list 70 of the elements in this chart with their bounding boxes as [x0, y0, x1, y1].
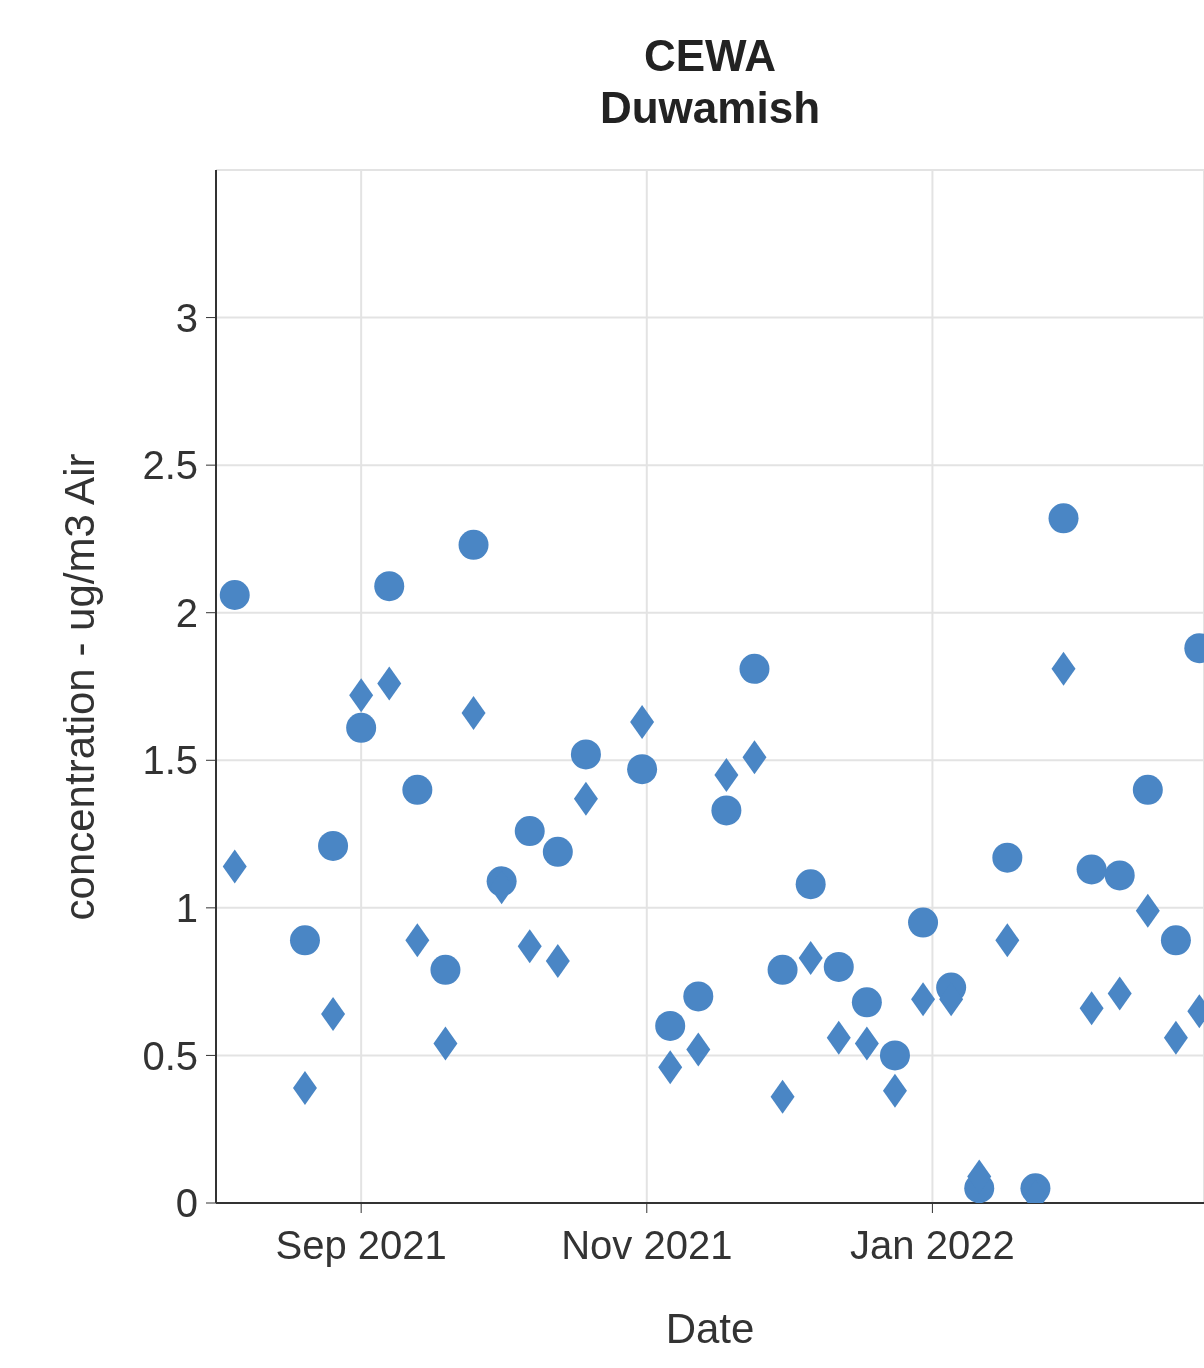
point	[879, 1040, 910, 1071]
point	[289, 925, 320, 956]
point	[346, 712, 377, 743]
point	[627, 754, 658, 785]
point	[683, 981, 714, 1012]
y-tick-label: 0.5	[142, 1033, 198, 1078]
y-tick-label: 2	[175, 590, 198, 635]
point	[461, 696, 486, 731]
point	[798, 941, 823, 976]
point	[542, 836, 573, 867]
point	[318, 830, 349, 861]
point	[1076, 854, 1107, 885]
point	[767, 954, 798, 985]
point	[795, 869, 826, 900]
point	[711, 795, 742, 826]
point	[573, 781, 598, 816]
point	[517, 929, 542, 964]
point	[851, 987, 882, 1018]
point	[1079, 991, 1104, 1026]
point	[374, 571, 405, 602]
point	[854, 1026, 879, 1061]
point	[222, 849, 247, 884]
point	[405, 923, 430, 958]
point	[742, 740, 767, 775]
point	[1107, 976, 1132, 1011]
y-tick-label: 1.5	[142, 738, 198, 783]
point	[219, 580, 250, 611]
y-tick-label: 3	[175, 295, 198, 340]
point	[402, 774, 433, 805]
point	[739, 653, 770, 684]
chart-subtitle: Duwamish	[598, 82, 821, 134]
y-tick-label: 2.5	[142, 443, 198, 488]
x-axis-title: Date	[664, 1305, 756, 1353]
point	[1048, 503, 1079, 534]
y-axis-title: concentration - ug/m3 Air	[56, 453, 104, 920]
chart-title: CEWA	[643, 30, 777, 82]
point	[630, 704, 655, 739]
x-tick-label: Sep 2021	[275, 1223, 447, 1268]
y-tick-label: 0	[175, 1181, 198, 1226]
point	[514, 816, 545, 847]
point	[545, 943, 570, 978]
point	[433, 1026, 458, 1061]
point	[770, 1079, 795, 1114]
x-tick-label: Jan 2022	[850, 1223, 1015, 1268]
point	[908, 907, 939, 938]
point	[292, 1070, 317, 1105]
point	[349, 678, 374, 713]
point	[911, 982, 936, 1017]
point	[1135, 893, 1160, 928]
point	[823, 951, 854, 982]
x-tick-label: Nov 2021	[561, 1223, 733, 1268]
point	[686, 1032, 711, 1067]
y-tick-label: 1	[175, 886, 198, 931]
point	[377, 666, 402, 701]
point	[995, 923, 1020, 958]
point	[1132, 774, 1163, 805]
point	[655, 1010, 686, 1041]
point	[570, 739, 601, 770]
point	[1051, 651, 1076, 686]
point	[1160, 925, 1191, 956]
point	[321, 997, 346, 1032]
point	[458, 529, 489, 560]
point	[1163, 1020, 1188, 1055]
point	[882, 1073, 907, 1108]
point	[430, 954, 461, 985]
point	[1104, 860, 1135, 891]
point	[826, 1020, 851, 1055]
point	[658, 1050, 683, 1085]
point	[992, 842, 1023, 873]
point	[714, 758, 739, 793]
